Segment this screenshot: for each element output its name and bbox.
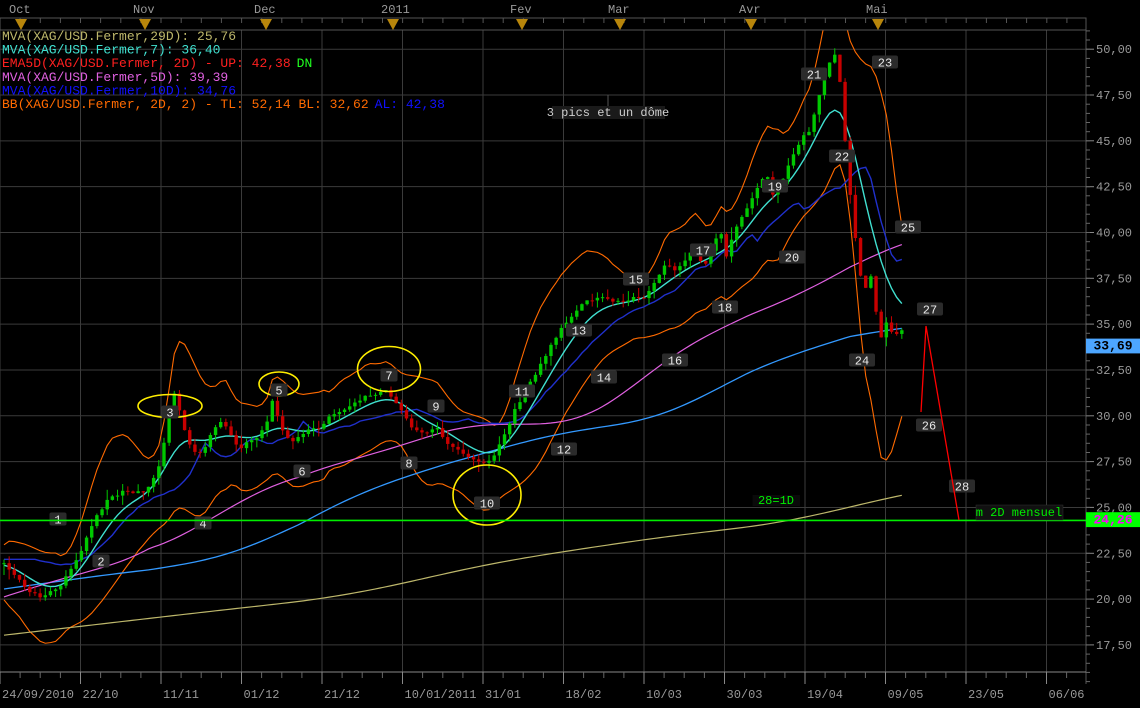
- svg-text:25: 25: [901, 222, 915, 236]
- svg-text:m 2D mensuel: m 2D mensuel: [976, 506, 1062, 520]
- svg-text:40,00: 40,00: [1096, 227, 1132, 241]
- svg-text:3: 3: [166, 407, 173, 421]
- svg-text:18: 18: [718, 302, 732, 316]
- svg-text:10: 10: [480, 498, 494, 512]
- svg-text:21/12: 21/12: [324, 688, 360, 702]
- svg-text:19/04: 19/04: [807, 688, 843, 702]
- svg-text:17,50: 17,50: [1096, 639, 1132, 653]
- svg-text:4: 4: [199, 518, 206, 532]
- svg-text:Fev: Fev: [510, 3, 532, 17]
- svg-text:3 pics et un dôme: 3 pics et un dôme: [547, 106, 669, 120]
- svg-text:20,00: 20,00: [1096, 593, 1132, 607]
- svg-text:24,26: 24,26: [1093, 513, 1132, 528]
- svg-text:30/03: 30/03: [727, 688, 763, 702]
- svg-text:10/03: 10/03: [646, 688, 682, 702]
- svg-text:06/06: 06/06: [1049, 688, 1085, 702]
- svg-text:11: 11: [515, 386, 529, 400]
- svg-text:35,00: 35,00: [1096, 318, 1132, 332]
- svg-text:14: 14: [597, 372, 611, 386]
- svg-text:28=1D: 28=1D: [758, 494, 794, 508]
- svg-text:32,50: 32,50: [1096, 364, 1132, 378]
- svg-text:45,00: 45,00: [1096, 135, 1132, 149]
- svg-text:30,00: 30,00: [1096, 410, 1132, 424]
- svg-text:Dec: Dec: [254, 3, 276, 17]
- svg-text:37,50: 37,50: [1096, 272, 1132, 286]
- svg-text:33,69: 33,69: [1093, 339, 1132, 354]
- svg-text:12: 12: [557, 444, 571, 458]
- svg-text:27,50: 27,50: [1096, 456, 1132, 470]
- svg-text:24/09/2010: 24/09/2010: [2, 688, 74, 702]
- svg-text:42,50: 42,50: [1096, 181, 1132, 195]
- svg-text:47,50: 47,50: [1096, 89, 1132, 103]
- svg-text:Oct: Oct: [9, 3, 31, 17]
- svg-text:28: 28: [955, 481, 969, 495]
- svg-text:Nov: Nov: [133, 3, 155, 17]
- svg-text:10/01/2011: 10/01/2011: [405, 688, 477, 702]
- svg-text:11/11: 11/11: [163, 688, 199, 702]
- svg-text:27: 27: [923, 304, 937, 318]
- svg-text:Avr: Avr: [739, 3, 761, 17]
- svg-text:20: 20: [785, 252, 799, 266]
- svg-text:17: 17: [696, 245, 710, 259]
- svg-text:22/10: 22/10: [83, 688, 119, 702]
- svg-text:09/05: 09/05: [888, 688, 924, 702]
- svg-text:01/12: 01/12: [244, 688, 280, 702]
- svg-text:BB(XAG/USD.Fermer, 2D, 2) - TL: BB(XAG/USD.Fermer, 2D, 2) - TL: 52,14 BL…: [2, 97, 445, 112]
- svg-text:13: 13: [572, 325, 586, 339]
- svg-text:23: 23: [878, 57, 892, 71]
- svg-text:9: 9: [432, 401, 439, 415]
- svg-text:19: 19: [768, 181, 782, 195]
- svg-text:24: 24: [855, 355, 869, 369]
- svg-text:21: 21: [807, 69, 821, 83]
- svg-text:2: 2: [97, 556, 104, 570]
- svg-text:8: 8: [405, 458, 412, 472]
- svg-text:26: 26: [922, 420, 936, 434]
- svg-text:7: 7: [385, 370, 392, 384]
- svg-text:50,00: 50,00: [1096, 43, 1132, 57]
- svg-text:Mai: Mai: [866, 3, 888, 17]
- svg-text:18/02: 18/02: [566, 688, 602, 702]
- svg-text:6: 6: [298, 466, 305, 480]
- svg-text:22,50: 22,50: [1096, 547, 1132, 561]
- svg-text:2011: 2011: [381, 3, 410, 17]
- svg-text:31/01: 31/01: [485, 688, 521, 702]
- svg-text:16: 16: [668, 355, 682, 369]
- svg-text:22: 22: [835, 151, 849, 165]
- svg-text:23/05: 23/05: [968, 688, 1004, 702]
- svg-text:5: 5: [275, 385, 282, 399]
- svg-text:15: 15: [629, 274, 643, 288]
- svg-text:Mar: Mar: [608, 3, 630, 17]
